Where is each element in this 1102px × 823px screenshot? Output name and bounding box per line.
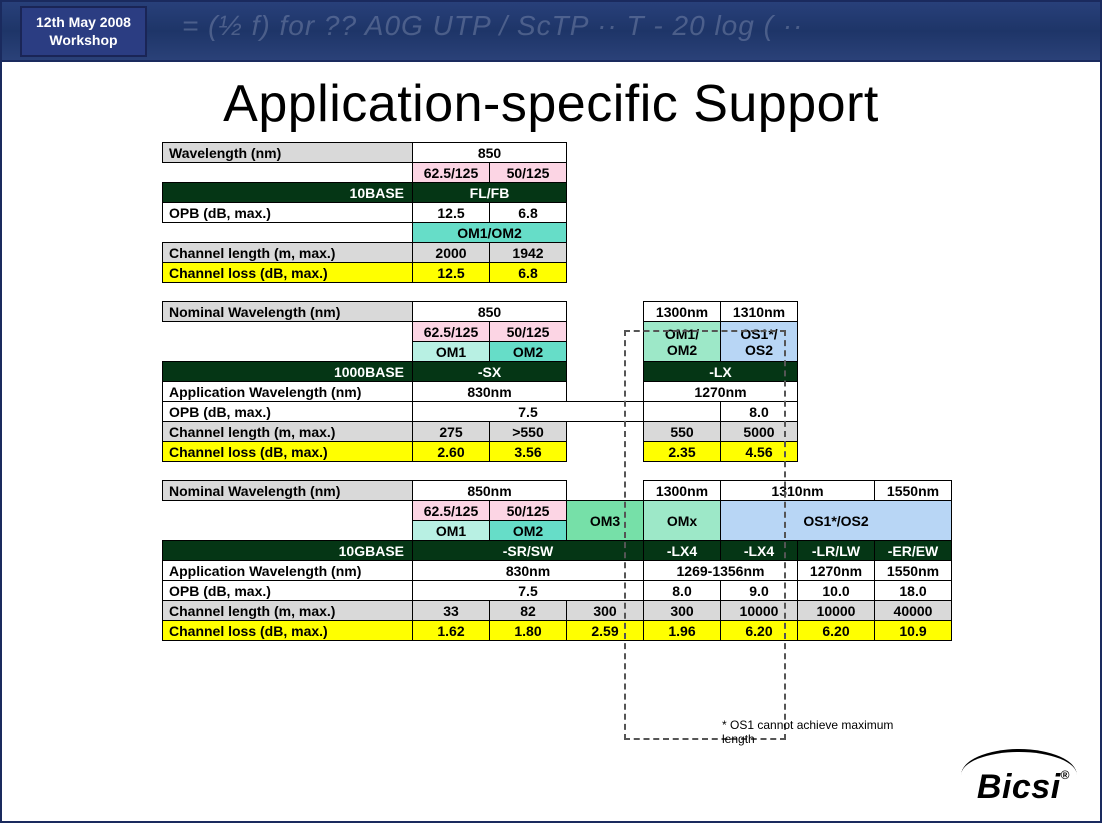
row-label: Application Wavelength (nm) [163,561,413,581]
cell: 830nm [413,561,644,581]
cell: 2.60 [413,442,490,462]
date-line-1: 12th May 2008 [36,14,131,32]
cell: 7.5 [413,402,644,422]
cell: 10.0 [798,581,875,601]
header-band: = (½ f) for ?? A0G UTP / ScTP ·· T - 20 … [2,2,1100,62]
row-label: Channel length (m, max.) [163,601,413,621]
row-label: OPB (dB, max.) [163,581,413,601]
cell: 6.20 [798,621,875,641]
row-label: 10GBASE [163,541,413,561]
cell: FL/FB [413,183,567,203]
registered-icon: ® [1061,768,1070,782]
cell: 1550nm [875,481,952,501]
cell: 3.56 [490,442,567,462]
cell: 850 [413,143,567,163]
cell: 10000 [798,601,875,621]
page-title: Application-specific Support [2,74,1100,134]
row-label: Wavelength (nm) [163,143,413,163]
cell: 1310nm [721,302,798,322]
cell: 62.5/125 [413,322,490,342]
row-label: OPB (dB, max.) [163,203,413,223]
footnote: * OS1 cannot achieve maximum length [722,718,922,746]
cell: 62.5/125 [413,163,490,183]
cell: 1.62 [413,621,490,641]
row-label: Nominal Wavelength (nm) [163,481,413,501]
cell: OM1 [413,342,490,362]
cell: 1300nm [644,302,721,322]
row-label: Application Wavelength (nm) [163,382,413,402]
cell: 2000 [413,243,490,263]
cell: 1550nm [875,561,952,581]
row-label: Channel length (m, max.) [163,422,413,442]
cell: 33 [413,601,490,621]
cell: 62.5/125 [413,501,490,521]
row-label: 10BASE [163,183,413,203]
cell: 850nm [413,481,567,501]
row-label: Channel length (m, max.) [163,243,413,263]
cell: -ER/EW [875,541,952,561]
cell: 82 [490,601,567,621]
cell: 50/125 [490,501,567,521]
cell: -LR/LW [798,541,875,561]
cell: 275 [413,422,490,442]
cell: 12.5 [413,263,490,283]
table-10gbase: Nominal Wavelength (nm) 850nm 1300nm 131… [162,480,952,641]
row-label: Channel loss (dB, max.) [163,442,413,462]
cell: OM1 [413,521,490,541]
row-label: Channel loss (dB, max.) [163,621,413,641]
cell: 7.5 [413,581,644,601]
cell: 1.80 [490,621,567,641]
cell: >550 [490,422,567,442]
logo-text: Bicsi [977,768,1061,806]
bicsi-logo: Bicsi® [977,768,1070,807]
cell: 40000 [875,601,952,621]
row-label: 1000BASE [163,362,413,382]
cell: OM1/OM2 [413,223,567,243]
cell: 830nm [413,382,567,402]
row-label: Nominal Wavelength (nm) [163,302,413,322]
cell: 10.9 [875,621,952,641]
os1-highlight-box [624,330,786,740]
cell: OM2 [490,521,567,541]
cell: 1942 [490,243,567,263]
cell: 12.5 [413,203,490,223]
row-label: OPB (dB, max.) [163,402,413,422]
cell: -SX [413,362,567,382]
cell: 6.8 [490,203,567,223]
tables-container: Wavelength (nm) 850 62.5/125 50/125 10BA… [2,142,1100,641]
cell: -SR/SW [413,541,644,561]
table-10base: Wavelength (nm) 850 62.5/125 50/125 10BA… [162,142,567,283]
cell: 850 [413,302,567,322]
cell: 6.8 [490,263,567,283]
date-line-2: Workshop [36,32,131,50]
cell: 50/125 [490,163,567,183]
chalk-scribble: = (½ f) for ?? A0G UTP / ScTP ·· T - 20 … [182,10,803,42]
cell: 18.0 [875,581,952,601]
cell: 50/125 [490,322,567,342]
cell: 1270nm [798,561,875,581]
workshop-date-badge: 12th May 2008 Workshop [20,6,147,57]
cell: OM2 [490,342,567,362]
row-label: Channel loss (dB, max.) [163,263,413,283]
